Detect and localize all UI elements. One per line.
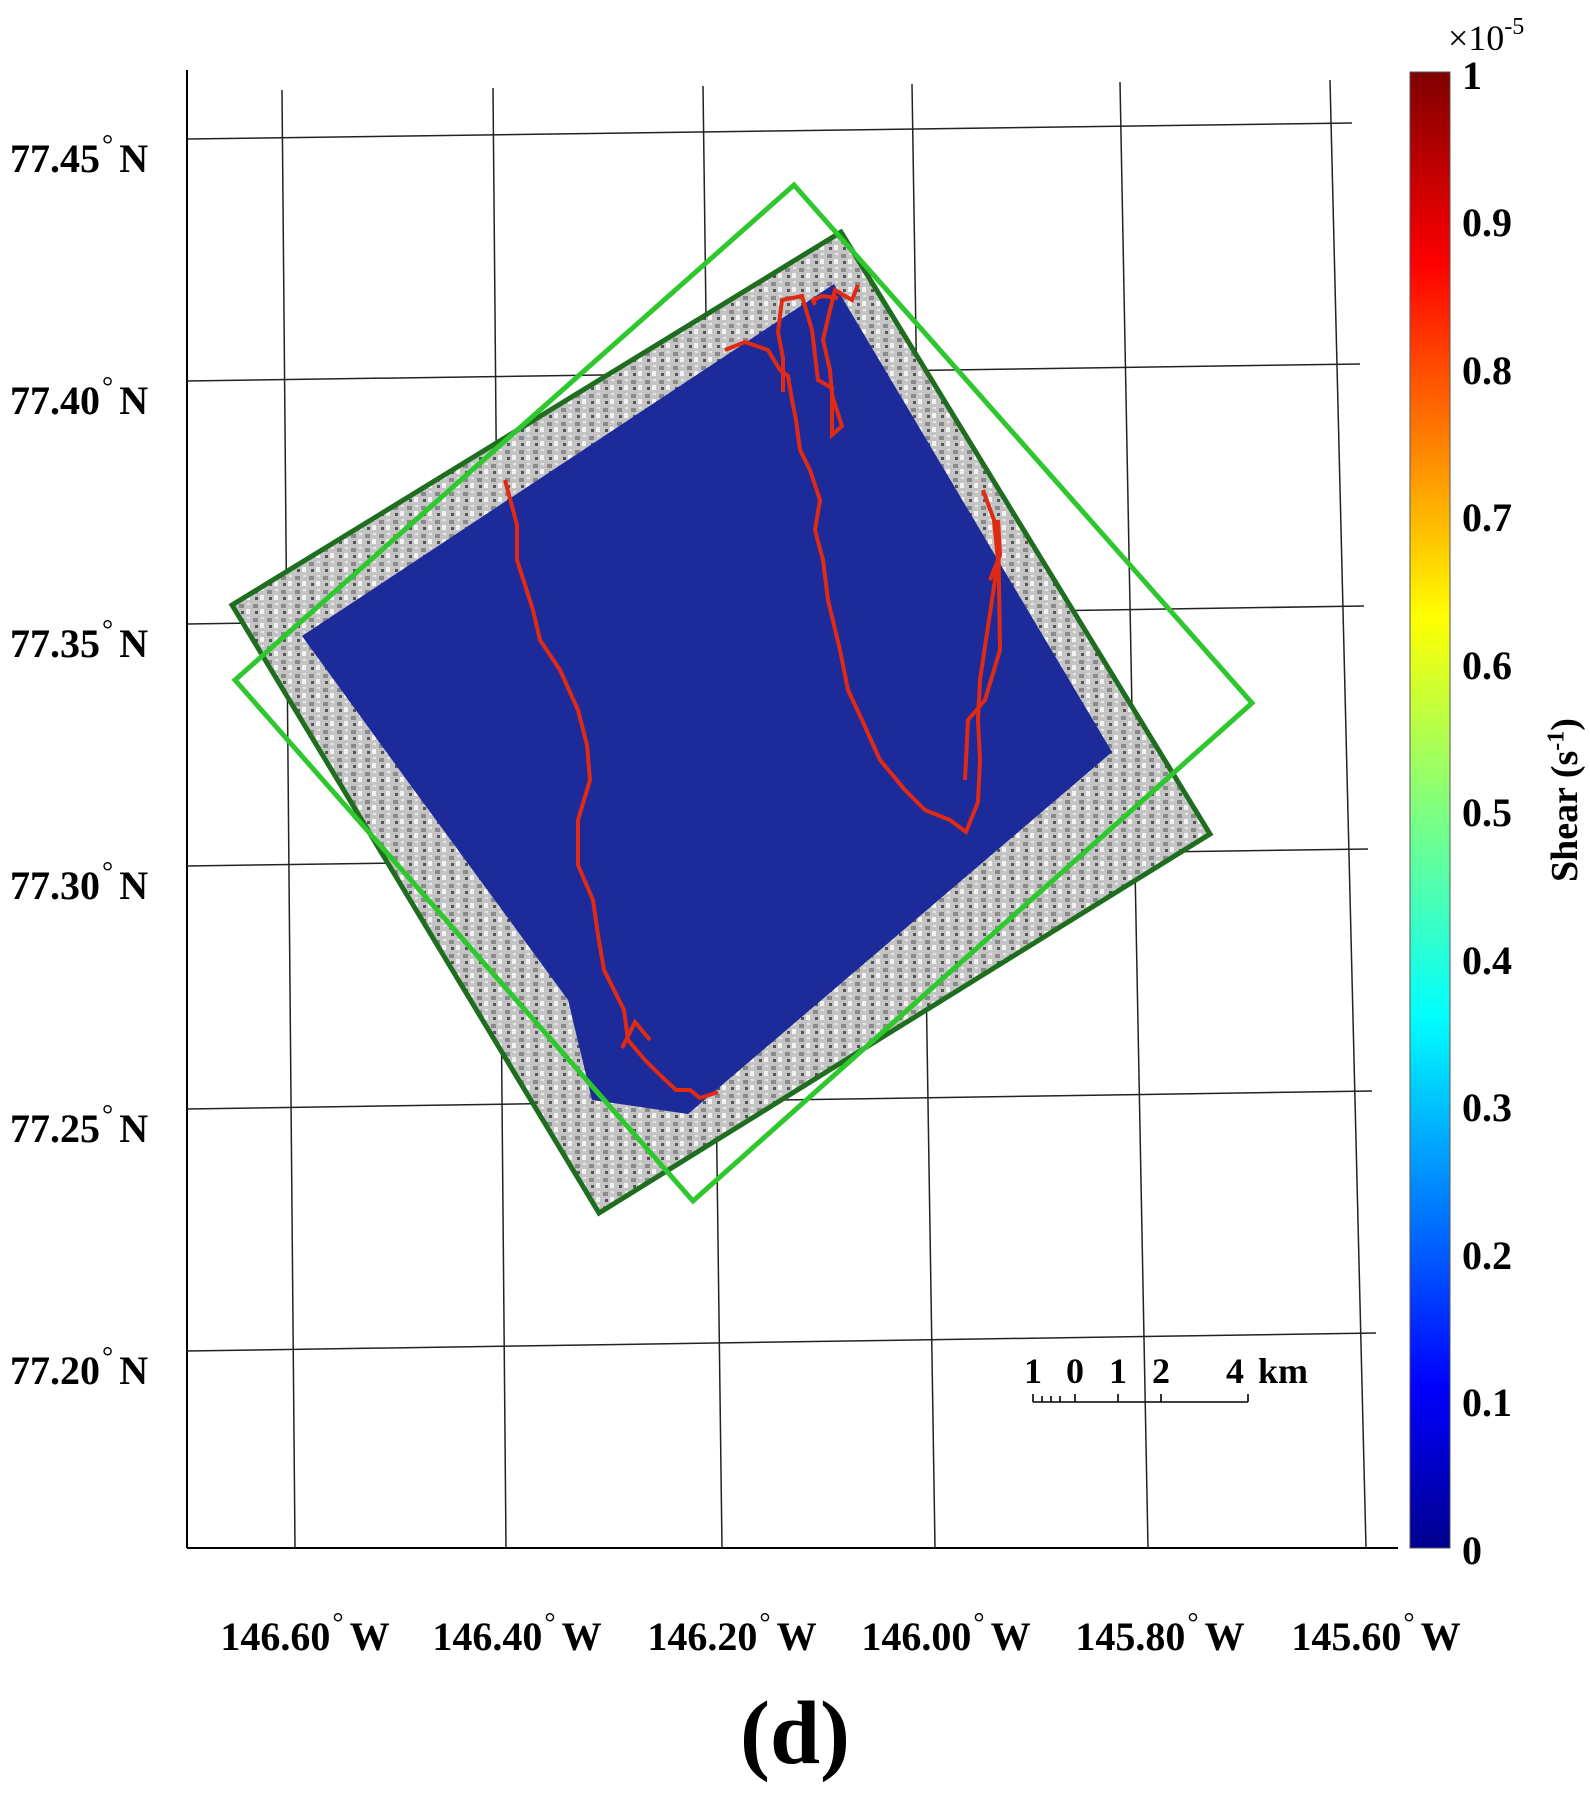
lon-label-6: 145.60° W [1291,1608,1461,1659]
lat-label-6: 77.20° N [10,1342,149,1393]
colorbar-title: Shear (s-1) [1543,718,1586,882]
lat-label-4: 77.30° N [10,857,149,908]
lat-label-2: 77.40° N [10,372,149,423]
colorbar-tick: 0.6 [1462,643,1512,688]
colorbar [1409,71,1451,1549]
scale-bar-label: 4 [1226,1351,1244,1391]
lon-label-3: 146.20° W [647,1608,817,1659]
scale-bar-label: 0 [1066,1351,1084,1391]
colorbar-tick: 0.4 [1462,938,1512,983]
lon-label-1: 146.60° W [220,1608,390,1659]
colorbar-tick: 0.2 [1462,1233,1512,1278]
shear-lines [503,284,1003,1101]
scale-bar [1032,1394,1249,1403]
lat-label-3: 77.35° N [10,615,149,666]
colorbar-multiplier: ×10-5 [1448,14,1525,58]
dark-image-frame [228,228,1214,1217]
colorbar-tick: 0.7 [1462,495,1512,540]
colorbar-tick: 0.8 [1462,348,1512,393]
lon-label-4: 146.00° W [861,1608,1031,1659]
colorbar-tick: 0.1 [1462,1380,1512,1425]
light-image-frame [231,181,1256,1205]
colorbar-tick: 1 [1462,53,1482,98]
lon-label-2: 146.40° W [432,1608,602,1659]
map-axes [186,70,1398,1549]
scale-bar-label: 1 [1024,1351,1042,1391]
scale-bar-label: 1 [1109,1351,1127,1391]
scale-bar-unit: km [1258,1351,1309,1391]
shear-field [302,284,1112,1114]
lat-label-1: 77.45° N [10,130,149,181]
colorbar-tick: 0.5 [1462,790,1512,835]
lon-label-5: 145.80° W [1075,1608,1245,1659]
scale-bar-label: 2 [1152,1351,1170,1391]
panel-label: (d) [740,1684,850,1783]
colorbar-tick: 0.3 [1462,1085,1512,1130]
colorbar-tick: 0.9 [1462,200,1512,245]
colorbar-tick: 0 [1462,1528,1482,1573]
lat-label-5: 77.25° N [10,1100,149,1151]
